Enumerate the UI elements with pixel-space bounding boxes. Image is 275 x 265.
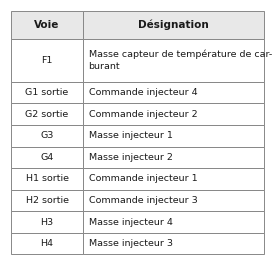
Text: Commande injecteur 2: Commande injecteur 2 [89,110,197,119]
Bar [83,11,264,39]
Bar [83,39,264,82]
Bar [83,168,264,190]
Text: Commande injecteur 3: Commande injecteur 3 [89,196,197,205]
Bar [11,125,83,147]
Text: H1 sortie: H1 sortie [26,174,68,183]
Bar [11,233,83,254]
Text: Masse capteur de température de car-
burant: Masse capteur de température de car- bur… [89,50,272,71]
Bar [11,39,83,82]
Bar [11,211,83,233]
Text: H3: H3 [40,218,54,227]
Text: Masse injecteur 4: Masse injecteur 4 [89,218,172,227]
Text: H2 sortie: H2 sortie [26,196,68,205]
Text: H4: H4 [40,239,54,248]
Bar [11,190,83,211]
Text: Commande injecteur 1: Commande injecteur 1 [89,174,197,183]
Bar [83,211,264,233]
Bar [83,103,264,125]
Bar [83,147,264,168]
Text: Désignation: Désignation [138,19,209,30]
Text: G4: G4 [40,153,54,162]
Bar [11,103,83,125]
Text: Voie: Voie [34,20,60,30]
Text: Commande injecteur 4: Commande injecteur 4 [89,88,197,97]
Text: G2 sortie: G2 sortie [25,110,69,119]
Text: G1 sortie: G1 sortie [25,88,69,97]
Text: G3: G3 [40,131,54,140]
Text: F1: F1 [41,56,53,65]
Bar [83,82,264,103]
Bar [11,82,83,103]
Bar [83,125,264,147]
Text: Masse injecteur 3: Masse injecteur 3 [89,239,172,248]
Text: Masse injecteur 2: Masse injecteur 2 [89,153,172,162]
Bar [11,168,83,190]
Bar [11,11,83,39]
Text: Masse injecteur 1: Masse injecteur 1 [89,131,172,140]
Bar [83,190,264,211]
Bar [11,147,83,168]
Bar [83,233,264,254]
